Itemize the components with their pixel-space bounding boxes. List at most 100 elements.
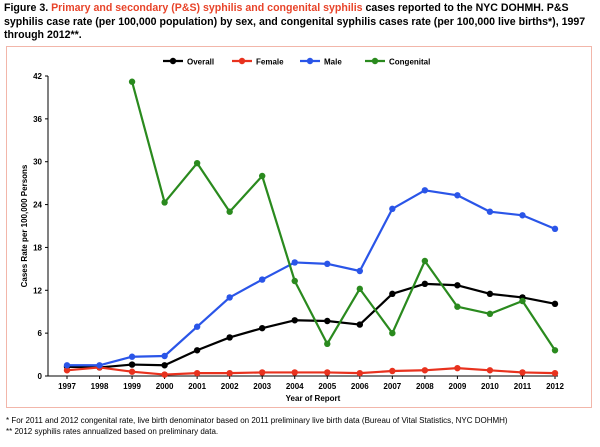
data-point-female (454, 364, 461, 372)
data-point-overall (324, 317, 331, 325)
y-tick-label: 36 (33, 115, 42, 124)
data-point-overall (421, 280, 429, 288)
data-point-male (551, 225, 559, 233)
data-point-male (519, 212, 526, 219)
data-point-female (421, 367, 429, 374)
series-line-overall (66, 282, 556, 369)
x-axis-title: Year of Report (286, 394, 341, 403)
data-point-male (324, 260, 331, 268)
data-point-congenital (551, 347, 559, 354)
x-tick-label: 1997 (58, 382, 76, 391)
x-tick-label: 2010 (481, 382, 499, 391)
data-point-congenital (389, 329, 396, 337)
data-point-female (551, 369, 559, 377)
x-tick-label: 2004 (286, 382, 304, 391)
legend-marker-overall (169, 57, 177, 65)
data-point-female (389, 367, 396, 375)
data-point-male (128, 353, 136, 360)
chart-frame (6, 46, 592, 408)
data-point-female (63, 367, 71, 374)
data-point-congenital (226, 208, 233, 215)
data-point-overall (486, 290, 494, 298)
y-axis-title: Cases Rate per 100,000 Persons (20, 164, 29, 287)
data-point-male (454, 192, 461, 199)
data-point-female (259, 369, 266, 376)
legend-marker-female (238, 57, 246, 65)
data-point-overall (551, 300, 559, 308)
legend-marker-male (306, 57, 314, 65)
legend-marker-congenital (371, 57, 379, 65)
data-point-female (193, 369, 201, 377)
data-point-female (324, 369, 331, 376)
data-point-female (226, 369, 233, 377)
x-tick-label: 2002 (221, 382, 239, 391)
x-tick-label: 2008 (416, 382, 434, 391)
y-tick-label: 24 (33, 201, 42, 210)
data-point-male (389, 205, 396, 213)
x-tick-label: 1998 (91, 382, 109, 391)
data-point-female (486, 367, 494, 374)
y-tick-label: 30 (33, 158, 42, 167)
legend-label-female: Female (256, 58, 284, 67)
x-tick-label: 2003 (253, 382, 271, 391)
data-point-overall (193, 347, 201, 354)
data-point-female (519, 369, 526, 376)
data-point-male (96, 362, 103, 369)
x-tick-label: 2011 (514, 382, 532, 391)
data-point-congenital (128, 78, 136, 85)
data-point-congenital (356, 285, 363, 293)
x-tick-label: 2012 (546, 382, 564, 391)
data-point-congenital (486, 310, 494, 318)
series-line-congenital (131, 81, 556, 351)
data-point-congenital (324, 340, 331, 348)
x-tick-label: 1999 (123, 382, 141, 391)
legend-label-male: Male (324, 58, 342, 67)
data-point-male (291, 259, 298, 266)
legend-label-congenital: Congenital (389, 58, 430, 67)
data-point-female (356, 369, 363, 377)
x-tick-label: 2000 (156, 382, 174, 391)
data-point-male (193, 323, 201, 330)
data-point-male (226, 294, 233, 301)
data-point-male (356, 267, 363, 275)
data-point-overall (454, 282, 461, 289)
data-point-overall (128, 361, 136, 368)
footnote-1: * For 2011 and 2012 congenital rate, liv… (6, 416, 508, 425)
data-point-overall (161, 362, 168, 369)
y-tick-label: 42 (33, 72, 42, 81)
y-tick-label: 18 (33, 243, 42, 252)
legend-label-overall: Overall (187, 58, 214, 67)
y-tick-label: 0 (38, 372, 43, 381)
data-point-male (421, 187, 429, 194)
data-point-male (161, 352, 168, 360)
data-point-overall (389, 290, 396, 298)
footnote-2: ** 2012 syphilis rates annualized based … (6, 427, 219, 436)
data-point-overall (291, 317, 298, 324)
series-line-female (66, 366, 556, 376)
series-line-male (67, 189, 556, 367)
data-point-male (486, 208, 494, 215)
data-point-congenital (421, 257, 429, 265)
figure-label: Figure 3. (4, 2, 49, 14)
x-tick-label: 2009 (449, 382, 467, 391)
data-point-male (63, 362, 71, 369)
data-point-congenital (291, 277, 298, 285)
caption-highlight: Primary and secondary (P&S) syphilis and… (51, 2, 363, 14)
x-tick-label: 2007 (383, 382, 401, 391)
data-point-congenital (454, 303, 461, 310)
x-tick-label: 2005 (318, 382, 336, 391)
caption-text: cases reported to the NYC DOHMH. P&S syp… (4, 2, 586, 41)
x-tick-label: 2006 (351, 382, 369, 391)
data-point-female (161, 371, 168, 378)
y-tick-label: 12 (33, 286, 42, 295)
data-point-overall (356, 321, 363, 328)
data-point-female (128, 368, 136, 375)
data-point-overall (259, 324, 266, 332)
data-point-male (259, 276, 266, 283)
data-point-congenital (161, 199, 168, 206)
data-point-overall (226, 334, 233, 341)
data-point-congenital (259, 172, 266, 180)
y-tick-label: 6 (38, 329, 43, 338)
figure-caption: Figure 3. Primary and secondary (P&S) sy… (4, 2, 596, 43)
